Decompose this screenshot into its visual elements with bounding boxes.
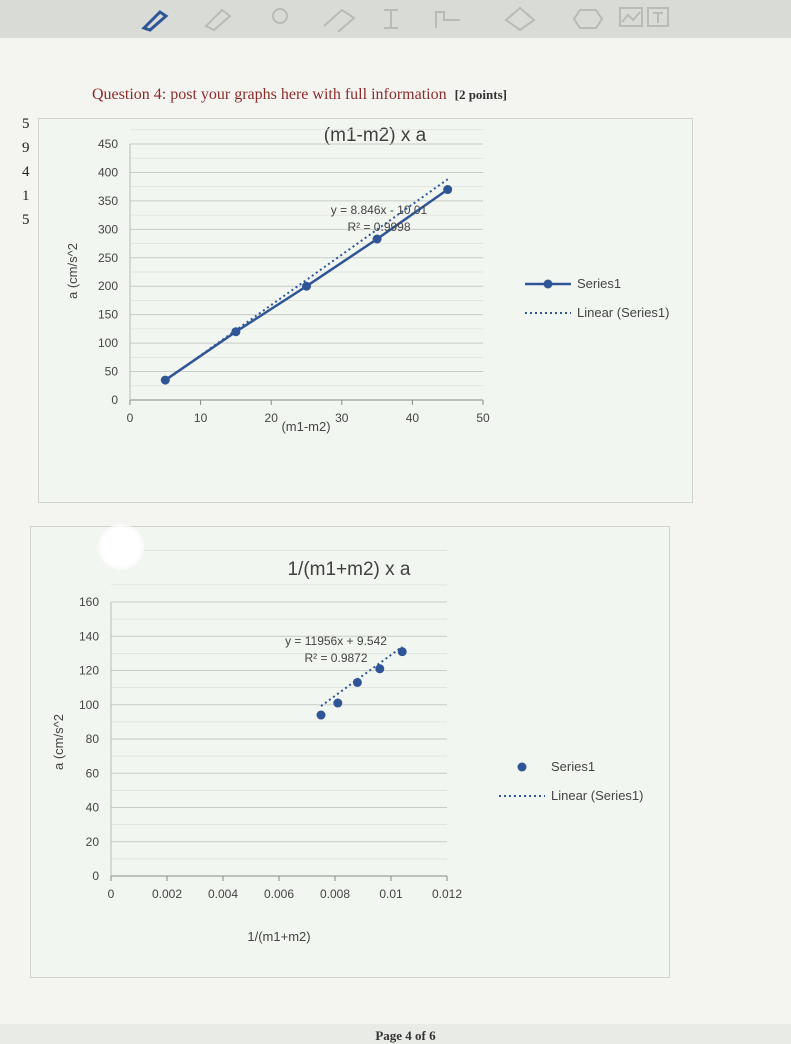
eraser-icon[interactable] [320, 6, 360, 32]
legend-series-label: Series1 [551, 759, 595, 774]
x-tick-label: 0 [108, 887, 115, 901]
trendline-equation: y = 11956x + 9.542 [285, 634, 387, 648]
y-tick-label: 300 [98, 222, 118, 236]
trendline-r-squared: R² = 0.9872 [304, 651, 367, 665]
y-axis-label: a (cm/s^2 [65, 243, 80, 299]
document-page: 5 9 4 1 5 Question 4: post your graphs h… [0, 15, 791, 1043]
trendline-r-squared: R² = 0.9998 [347, 220, 410, 234]
question-text: Question 4: post your graphs here with f… [92, 86, 447, 103]
data-point [443, 185, 453, 195]
data-point [333, 698, 343, 708]
light-glare [98, 524, 144, 570]
y-tick-label: 100 [79, 698, 99, 712]
chart-1-container: (m1-m2) x a 0 50 100 150 200 250 300 350 400 450 0 1… [38, 15, 693, 503]
pointer-icon[interactable] [430, 6, 470, 32]
page-footer: Page 4 of 6 [375, 1028, 436, 1043]
y-tick-label: 40 [86, 801, 100, 815]
y-tick-label: 60 [86, 766, 100, 780]
legend-series-swatch-marker [517, 762, 527, 772]
data-point [302, 281, 311, 291]
x-tick-label: 20 [265, 411, 279, 425]
image-icon[interactable] [618, 6, 644, 28]
x-tick-label: 0.008 [320, 887, 350, 901]
data-point [231, 327, 241, 337]
pen-icon[interactable] [140, 6, 176, 32]
data-point [352, 677, 362, 687]
data-point [397, 647, 407, 657]
x-tick-label: 40 [406, 411, 420, 425]
y-tick-label: 200 [98, 279, 118, 293]
y-tick-label: 120 [79, 664, 99, 678]
legend-trendline-label: Linear (Series1) [551, 788, 644, 803]
y-tick-label: 350 [98, 194, 118, 208]
y-tick-label: 80 [86, 732, 100, 746]
question-heading: Question 4: post your graphs here with f… [92, 86, 507, 104]
y-tick-label: 50 [105, 365, 119, 379]
legend-series-label: Series1 [577, 276, 621, 291]
x-tick-label: 10 [194, 411, 208, 425]
trendline [320, 645, 403, 707]
margin-digit: 5 [22, 212, 30, 228]
y-tick-label: 450 [98, 137, 118, 151]
legend-trendline-label: Linear (Series1) [577, 305, 670, 320]
y-tick-label: 100 [98, 336, 118, 350]
y-tick-label: 250 [98, 251, 118, 265]
legend-series-swatch-marker [543, 279, 553, 289]
data-point [372, 234, 382, 244]
data-point [160, 375, 170, 385]
x-tick-label: 0.004 [208, 887, 238, 901]
margin-digit: 9 [22, 140, 30, 156]
lasso-icon[interactable] [262, 6, 298, 32]
shape-icon[interactable] [500, 6, 540, 32]
margin-digit: 4 [22, 164, 30, 180]
data-point [316, 710, 326, 720]
x-tick-label: 0.006 [264, 887, 294, 901]
data-point [375, 664, 385, 674]
y-tick-label: 160 [79, 595, 99, 609]
x-tick-label: 0.01 [379, 887, 403, 901]
y-tick-label: 20 [86, 835, 100, 849]
hexagon-icon[interactable] [570, 6, 606, 32]
chart-title: (m1-m2) x a [324, 125, 427, 146]
x-tick-label: 0.002 [152, 887, 182, 901]
x-tick-label: 0 [127, 411, 134, 425]
text-box-icon[interactable] [646, 6, 670, 28]
highlighter-icon[interactable] [200, 6, 236, 32]
y-tick-label: 0 [111, 393, 118, 407]
x-tick-label: 0.012 [432, 887, 462, 901]
x-axis-label: 1/(m1+m2) [247, 929, 310, 944]
y-tick-label: 140 [79, 629, 99, 643]
annotation-toolbar [0, 0, 791, 38]
x-axis-label: (m1-m2) [281, 419, 330, 434]
x-tick-label: 50 [476, 411, 490, 425]
text-cursor-icon[interactable] [376, 6, 406, 32]
margin-digits: 5 9 4 1 5 [22, 112, 46, 232]
y-tick-label: 150 [98, 308, 118, 322]
trendline-equation: y = 8.846x - 10.01 [331, 203, 428, 217]
chart-2-container: 1/(m1+m2) x a 0 20 40 60 80 100 120 140 160 0 0.002… [30, 344, 670, 978]
chart-title: 1/(m1+m2) x a [287, 559, 410, 580]
margin-digit: 1 [22, 188, 30, 204]
x-tick-label: 30 [335, 411, 349, 425]
y-axis-label: a (cm/s^2 [51, 714, 66, 770]
question-points: [2 points] [454, 87, 507, 102]
margin-digit: 5 [22, 116, 30, 132]
y-tick-label: 400 [98, 165, 118, 179]
y-tick-label: 0 [92, 869, 99, 883]
chart-1: (m1-m2) x a 0 50 100 150 200 250 300 350 400 450 0 1… [65, 15, 670, 434]
